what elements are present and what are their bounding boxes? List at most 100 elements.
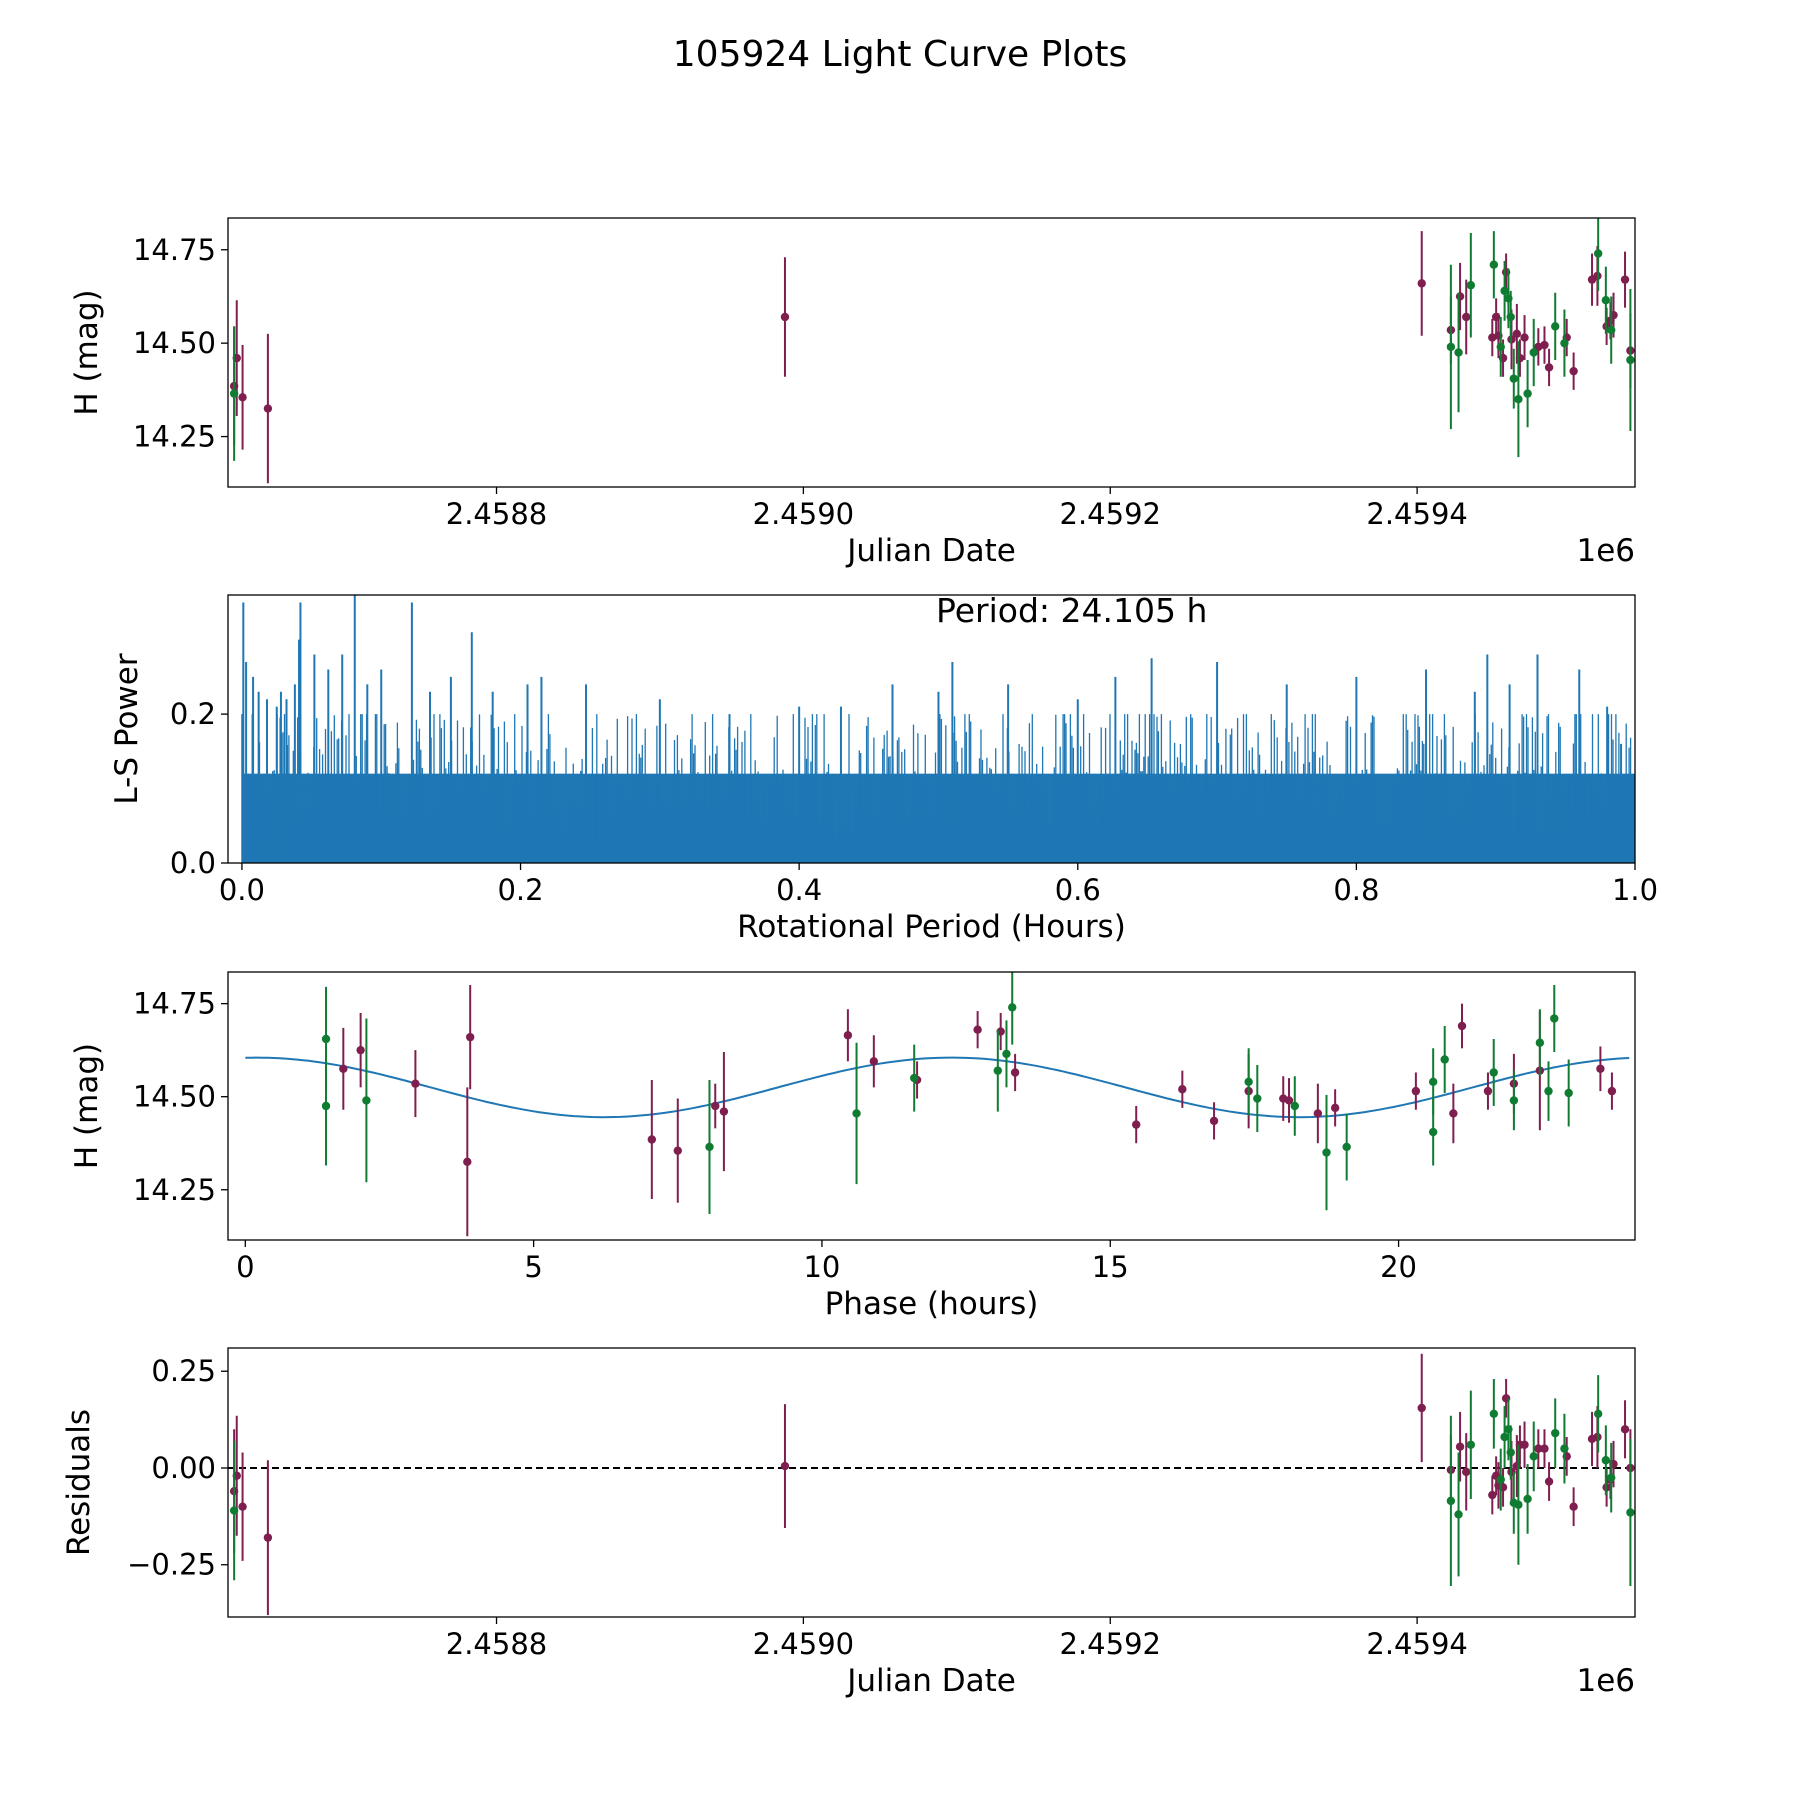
data-point bbox=[993, 1066, 1003, 1075]
panel-periodogram: Period: 24.105 h 0.0 0.2 0.4 0.6 0.8 1.0 0.0 0.2… bbox=[109, 591, 1658, 945]
data-point bbox=[1209, 1116, 1219, 1126]
x-tick-label: 10 bbox=[803, 1250, 840, 1284]
data-point bbox=[780, 312, 790, 322]
data-point bbox=[321, 1101, 331, 1111]
x-tick-label: 2.4590 bbox=[753, 1627, 854, 1661]
data-point bbox=[463, 1157, 472, 1167]
data-point bbox=[1607, 325, 1616, 335]
data-point bbox=[1496, 1475, 1505, 1484]
data-point bbox=[465, 1032, 475, 1042]
data-point bbox=[1428, 1127, 1438, 1137]
data-point bbox=[1322, 1148, 1331, 1157]
y-tick-label: 14.25 bbox=[133, 420, 216, 454]
data-point bbox=[1454, 348, 1463, 357]
panel-phased: 0 5 10 15 20 14.25 14.50 14.75 Phase (hours) H (m… bbox=[69, 971, 1636, 1322]
x-tick-label: 2.4594 bbox=[1366, 497, 1467, 531]
data-point bbox=[1509, 374, 1518, 383]
x-tick-label: 0.6 bbox=[1055, 873, 1101, 907]
data-point bbox=[1454, 1510, 1463, 1519]
x-tick-label: 0 bbox=[236, 1250, 254, 1284]
data-point bbox=[263, 404, 273, 413]
data-point bbox=[1500, 1432, 1509, 1442]
data-point bbox=[1551, 1428, 1560, 1438]
data-point bbox=[229, 389, 239, 398]
data-point bbox=[1601, 295, 1611, 305]
x-tick-label: 2.4592 bbox=[1060, 1627, 1161, 1661]
x-tick-label: 20 bbox=[1380, 1250, 1417, 1284]
x-axis-label: Rotational Period (Hours) bbox=[737, 909, 1126, 945]
data-point bbox=[411, 1079, 420, 1088]
x-tick-label: 5 bbox=[524, 1250, 542, 1284]
data-point bbox=[1002, 1049, 1011, 1059]
data-point bbox=[1455, 1442, 1465, 1451]
plot-area bbox=[245, 972, 1630, 1237]
axes-frame bbox=[227, 1347, 1636, 1618]
data-point bbox=[1550, 1014, 1559, 1023]
data-point bbox=[1626, 355, 1635, 365]
data-point bbox=[1428, 1077, 1438, 1087]
data-point bbox=[719, 1107, 729, 1116]
data-point bbox=[1512, 329, 1522, 339]
plot-area bbox=[229, 218, 1635, 484]
x-axis-label: Phase (hours) bbox=[825, 1286, 1039, 1322]
data-point bbox=[1601, 1456, 1611, 1465]
data-point bbox=[1514, 1500, 1523, 1509]
data-point bbox=[1620, 275, 1630, 284]
data-point bbox=[1520, 333, 1529, 342]
data-point bbox=[1607, 1473, 1616, 1482]
data-point bbox=[780, 1461, 790, 1471]
data-point bbox=[1489, 260, 1499, 269]
data-point bbox=[1596, 1064, 1605, 1073]
y-tick-label: 0.2 bbox=[170, 697, 216, 731]
data-point bbox=[1523, 1494, 1532, 1504]
data-point bbox=[1446, 342, 1456, 352]
x-tick-label: 2.4588 bbox=[446, 1627, 547, 1661]
x-tick-label: 2.4594 bbox=[1366, 1627, 1467, 1661]
y-tick-label: 14.50 bbox=[133, 326, 216, 360]
data-point bbox=[1569, 1502, 1578, 1511]
data-point bbox=[1466, 281, 1476, 290]
data-point bbox=[1626, 1508, 1635, 1517]
y-axis-label: H (mag) bbox=[69, 289, 105, 415]
data-point bbox=[843, 1031, 853, 1040]
x-tick-label: 2.4590 bbox=[753, 497, 854, 531]
data-point bbox=[1544, 363, 1554, 372]
data-point bbox=[1544, 1086, 1553, 1096]
data-point bbox=[1560, 338, 1569, 348]
data-point bbox=[869, 1057, 879, 1066]
x-axis-label: Julian Date bbox=[845, 533, 1016, 569]
data-point bbox=[1506, 312, 1515, 322]
data-point bbox=[238, 393, 247, 402]
data-point bbox=[1449, 1109, 1458, 1118]
panel-residuals: 2.4588 2.4590 2.4592 2.4594 −0.25 0.00 0.25 Jul… bbox=[61, 1347, 1636, 1699]
data-point bbox=[647, 1135, 657, 1144]
y-tick-label: 14.75 bbox=[133, 233, 216, 267]
data-point bbox=[1466, 1440, 1476, 1449]
data-point bbox=[1535, 1038, 1545, 1047]
data-point bbox=[1509, 1096, 1519, 1105]
data-point bbox=[1514, 395, 1523, 404]
data-point bbox=[1489, 1068, 1498, 1077]
y-axis-label: L-S Power bbox=[109, 653, 145, 804]
x-tick-label: 0.8 bbox=[1333, 873, 1379, 907]
period-annotation: Period: 24.105 h bbox=[936, 591, 1207, 630]
y-axis-label: H (mag) bbox=[69, 1043, 105, 1169]
data-point bbox=[1488, 1490, 1497, 1500]
data-point bbox=[1607, 1086, 1617, 1096]
data-point bbox=[321, 1034, 331, 1044]
data-point bbox=[1564, 1088, 1573, 1098]
data-point bbox=[356, 1045, 365, 1055]
x-axis-label: Julian Date bbox=[845, 1663, 1016, 1699]
data-point bbox=[1551, 322, 1560, 331]
data-point bbox=[1569, 366, 1578, 376]
x-tick-label: 0.0 bbox=[219, 873, 265, 907]
x-tick-label: 2.4588 bbox=[446, 497, 547, 531]
data-point bbox=[910, 1073, 919, 1083]
data-point bbox=[1520, 1440, 1529, 1449]
y-axis-label: Residuals bbox=[61, 1409, 97, 1556]
data-point bbox=[1489, 1409, 1499, 1418]
periodogram-trace bbox=[241, 714, 1635, 863]
fit-curve bbox=[245, 1056, 1630, 1119]
data-point bbox=[1534, 1444, 1543, 1453]
